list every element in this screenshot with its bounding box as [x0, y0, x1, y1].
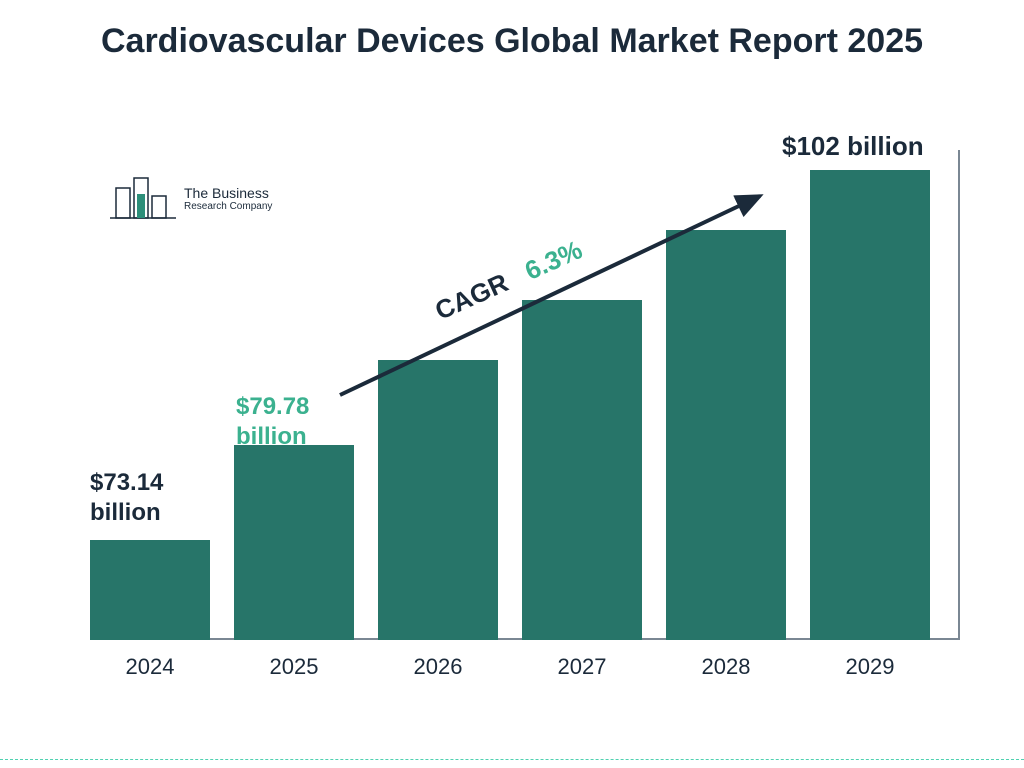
arrow-line: [340, 196, 760, 395]
growth-arrow-icon: [0, 0, 1024, 768]
divider-dashed: [0, 759, 1024, 760]
page-root: Cardiovascular Devices Global Market Rep…: [0, 0, 1024, 768]
